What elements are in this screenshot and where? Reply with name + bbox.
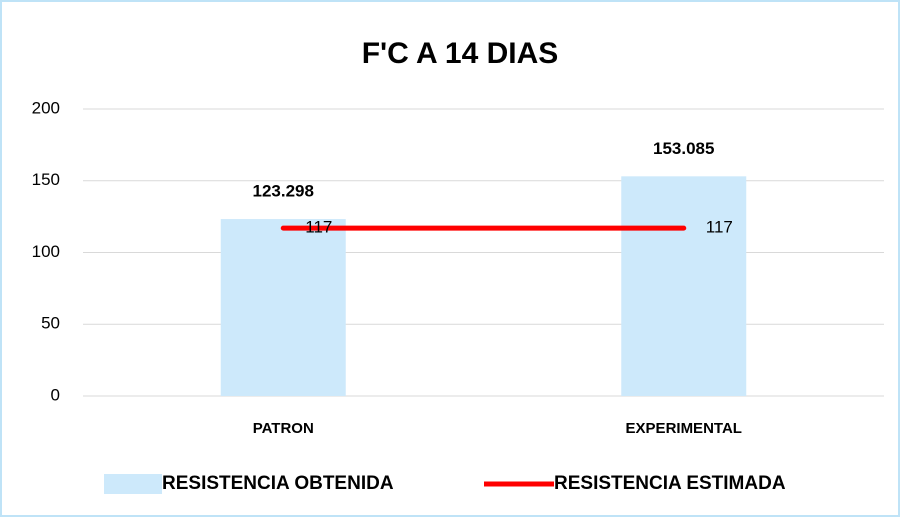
bar-value-label: 123.298	[253, 182, 314, 201]
legend-swatch	[104, 474, 162, 494]
y-tick-label: 0	[51, 385, 60, 404]
y-tick-label: 50	[41, 314, 60, 333]
y-tick-label: 200	[32, 98, 60, 117]
x-tick-label: PATRON	[253, 420, 314, 437]
chart-title: F'C A 14 DIAS	[362, 37, 559, 70]
y-tick-label: 150	[32, 170, 60, 189]
x-tick-label: EXPERIMENTAL	[626, 420, 742, 437]
bar	[621, 176, 747, 396]
y-tick-label: 100	[32, 242, 60, 261]
legend-label: RESISTENCIA OBTENIDA	[162, 473, 394, 494]
bar	[220, 219, 346, 396]
line-value-label: 117	[305, 218, 332, 237]
legend-label: RESISTENCIA ESTIMADA	[554, 473, 786, 494]
line-value-label: 117	[706, 218, 733, 237]
bar-value-label: 153.085	[653, 139, 714, 158]
